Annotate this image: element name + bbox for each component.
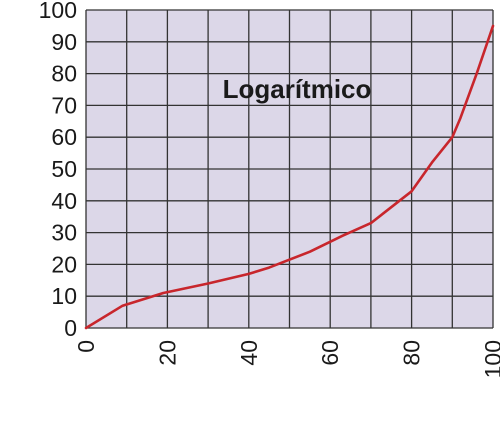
x-tick-label: 20 <box>154 340 180 366</box>
x-tick-label: 100 <box>480 340 500 378</box>
y-tick-label: 50 <box>51 156 77 182</box>
x-tick-label: 60 <box>317 340 343 366</box>
y-tick-label: 10 <box>51 283 77 309</box>
y-tick-label: 80 <box>51 61 77 87</box>
chart-title: Logarítmico <box>223 74 372 104</box>
y-tick-label: 70 <box>51 92 77 118</box>
y-tick-label: 90 <box>51 29 77 55</box>
y-tick-label: 40 <box>51 188 77 214</box>
grid <box>85 9 494 329</box>
x-tick-label: 80 <box>399 340 425 366</box>
y-tick-label: 60 <box>51 124 77 150</box>
y-tick-label: 100 <box>39 0 77 23</box>
y-tick-label: 30 <box>51 220 77 246</box>
x-tick-label: 40 <box>236 340 262 366</box>
y-tick-label: 20 <box>51 251 77 277</box>
x-axis-tick-labels: 0 20 40 60 80 100 <box>73 340 500 378</box>
series-line <box>84 24 495 330</box>
y-axis-tick-labels: 0 10 20 30 40 50 60 70 80 90 100 <box>39 0 77 341</box>
y-tick-label: 0 <box>64 315 77 341</box>
series-layer <box>84 24 495 330</box>
x-tick-label: 0 <box>73 340 99 353</box>
